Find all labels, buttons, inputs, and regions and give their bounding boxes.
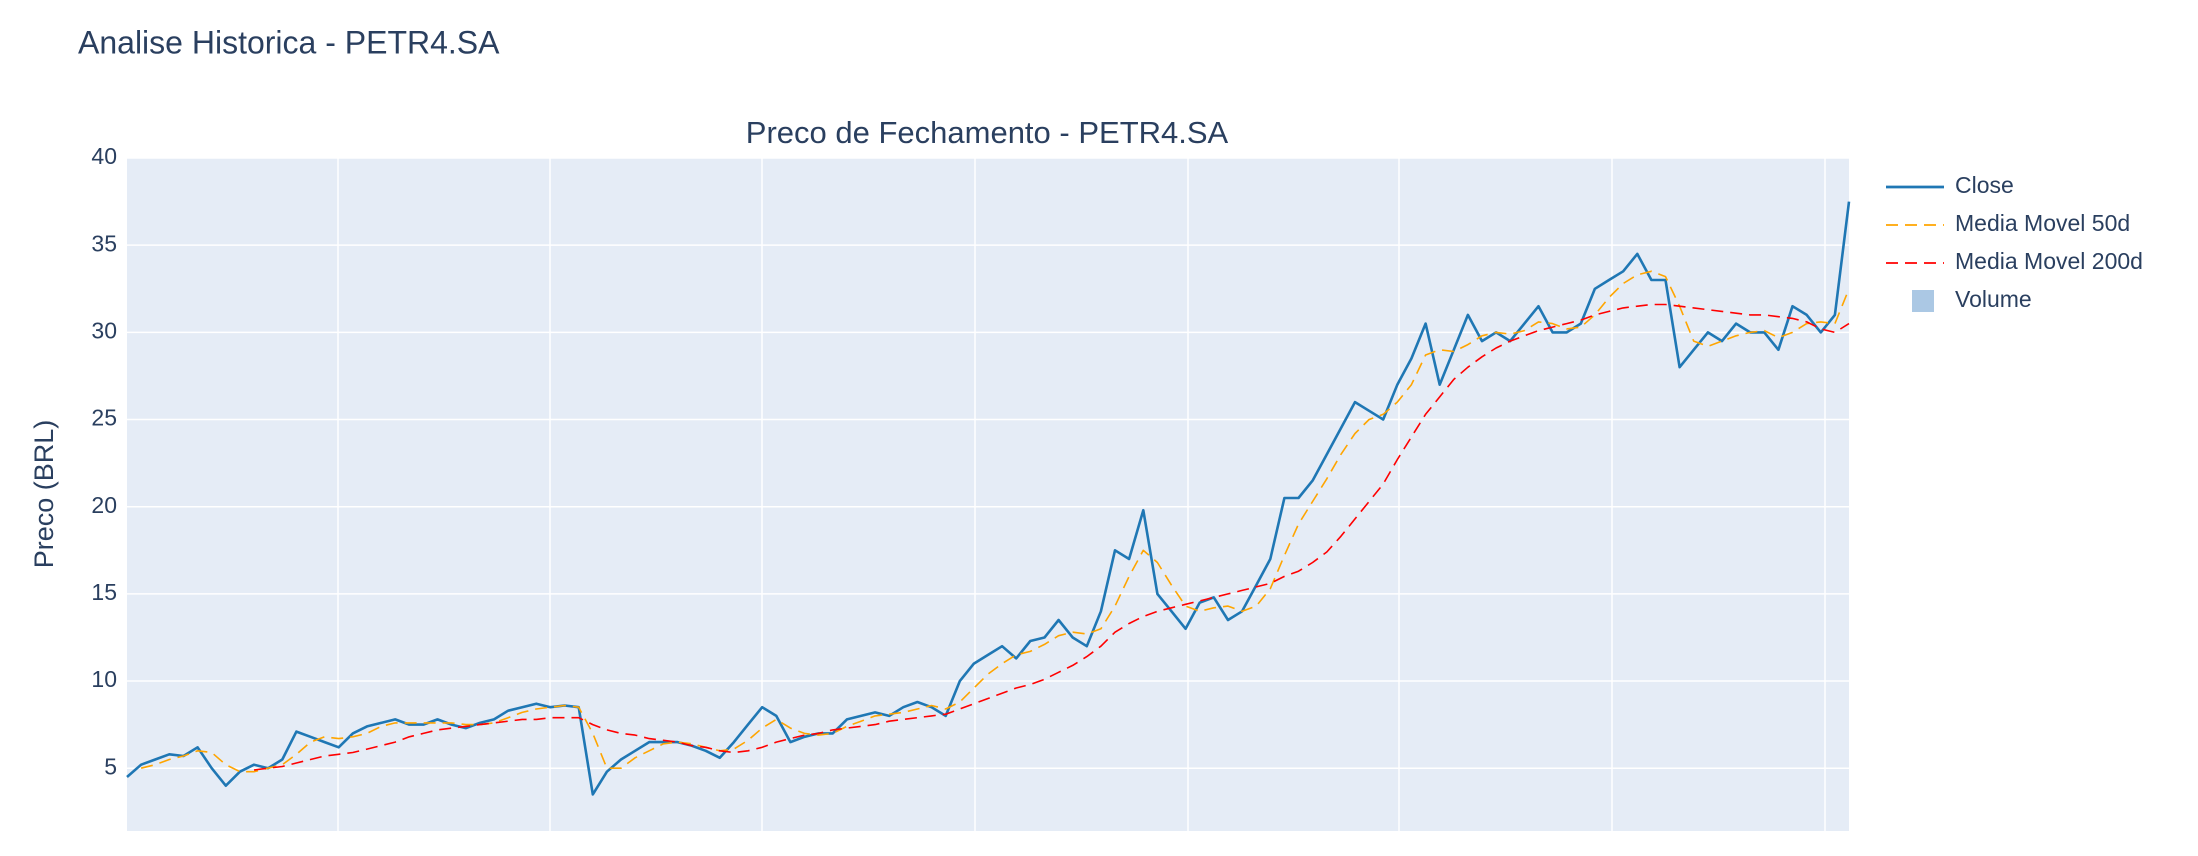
plot-background bbox=[127, 158, 1849, 831]
series-line bbox=[140, 270, 1850, 773]
y-axis-label: Preco (BRL) bbox=[29, 420, 59, 569]
chart-title: Preco de Fechamento - PETR4.SA bbox=[746, 115, 1229, 150]
y-tick-label: 40 bbox=[91, 143, 117, 169]
y-tick-label: 30 bbox=[91, 317, 117, 343]
y-tick-label: 5 bbox=[104, 753, 117, 779]
legend-swatch bbox=[1912, 290, 1934, 312]
series-line bbox=[126, 201, 1851, 796]
legend-label: Close bbox=[1955, 172, 2014, 198]
y-tick-label: 15 bbox=[91, 579, 117, 605]
legend-label: Media Movel 50d bbox=[1955, 210, 2130, 236]
legend-label: Volume bbox=[1955, 286, 2032, 312]
series-line bbox=[253, 303, 1850, 771]
y-tick-label: 25 bbox=[91, 405, 117, 431]
y-tick-label: 20 bbox=[91, 492, 117, 518]
legend-label: Media Movel 200d bbox=[1955, 248, 2143, 274]
y-tick-label: 10 bbox=[91, 666, 117, 692]
y-tick-label: 35 bbox=[91, 230, 117, 256]
page-title: Analise Historica - PETR4.SA bbox=[78, 24, 500, 60]
